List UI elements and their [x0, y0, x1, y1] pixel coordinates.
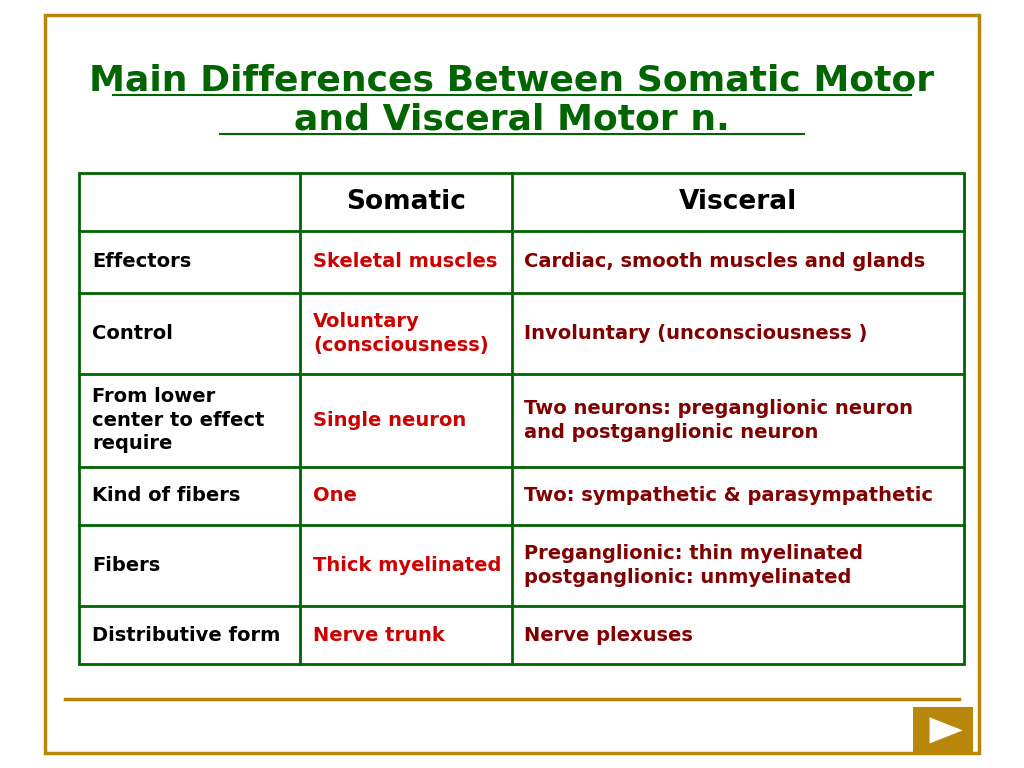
- Text: Visceral: Visceral: [679, 189, 797, 215]
- Text: Two neurons: preganglionic neuron
and postganglionic neuron: Two neurons: preganglionic neuron and po…: [524, 399, 913, 442]
- Text: Fibers: Fibers: [92, 556, 160, 575]
- Text: Control: Control: [92, 324, 173, 343]
- Text: Voluntary
(consciousness): Voluntary (consciousness): [313, 312, 488, 355]
- Text: Preganglionic: thin myelinated
postganglionic: unmyelinated: Preganglionic: thin myelinated postgangl…: [524, 545, 863, 587]
- Bar: [912, 707, 973, 754]
- Text: Main Differences Between Somatic Motor: Main Differences Between Somatic Motor: [89, 64, 935, 98]
- Text: Distributive form: Distributive form: [92, 626, 281, 645]
- Text: Skeletal muscles: Skeletal muscles: [313, 253, 498, 271]
- Text: Involuntary (unconsciousness ): Involuntary (unconsciousness ): [524, 324, 867, 343]
- Text: Single neuron: Single neuron: [313, 411, 466, 430]
- Text: One: One: [313, 486, 357, 505]
- Polygon shape: [930, 717, 963, 743]
- Text: Effectors: Effectors: [92, 253, 191, 271]
- Text: and Visceral Motor n.: and Visceral Motor n.: [294, 102, 730, 136]
- Text: Kind of fibers: Kind of fibers: [92, 486, 241, 505]
- Text: Two: sympathetic & parasympathetic: Two: sympathetic & parasympathetic: [524, 486, 933, 505]
- Text: From lower
center to effect
require: From lower center to effect require: [92, 388, 264, 453]
- Text: Nerve trunk: Nerve trunk: [313, 626, 444, 645]
- Text: Thick myelinated: Thick myelinated: [313, 556, 502, 575]
- Text: Cardiac, smooth muscles and glands: Cardiac, smooth muscles and glands: [524, 253, 926, 271]
- Text: Nerve plexuses: Nerve plexuses: [524, 626, 693, 645]
- Bar: [79, 173, 965, 664]
- Text: Somatic: Somatic: [346, 189, 466, 215]
